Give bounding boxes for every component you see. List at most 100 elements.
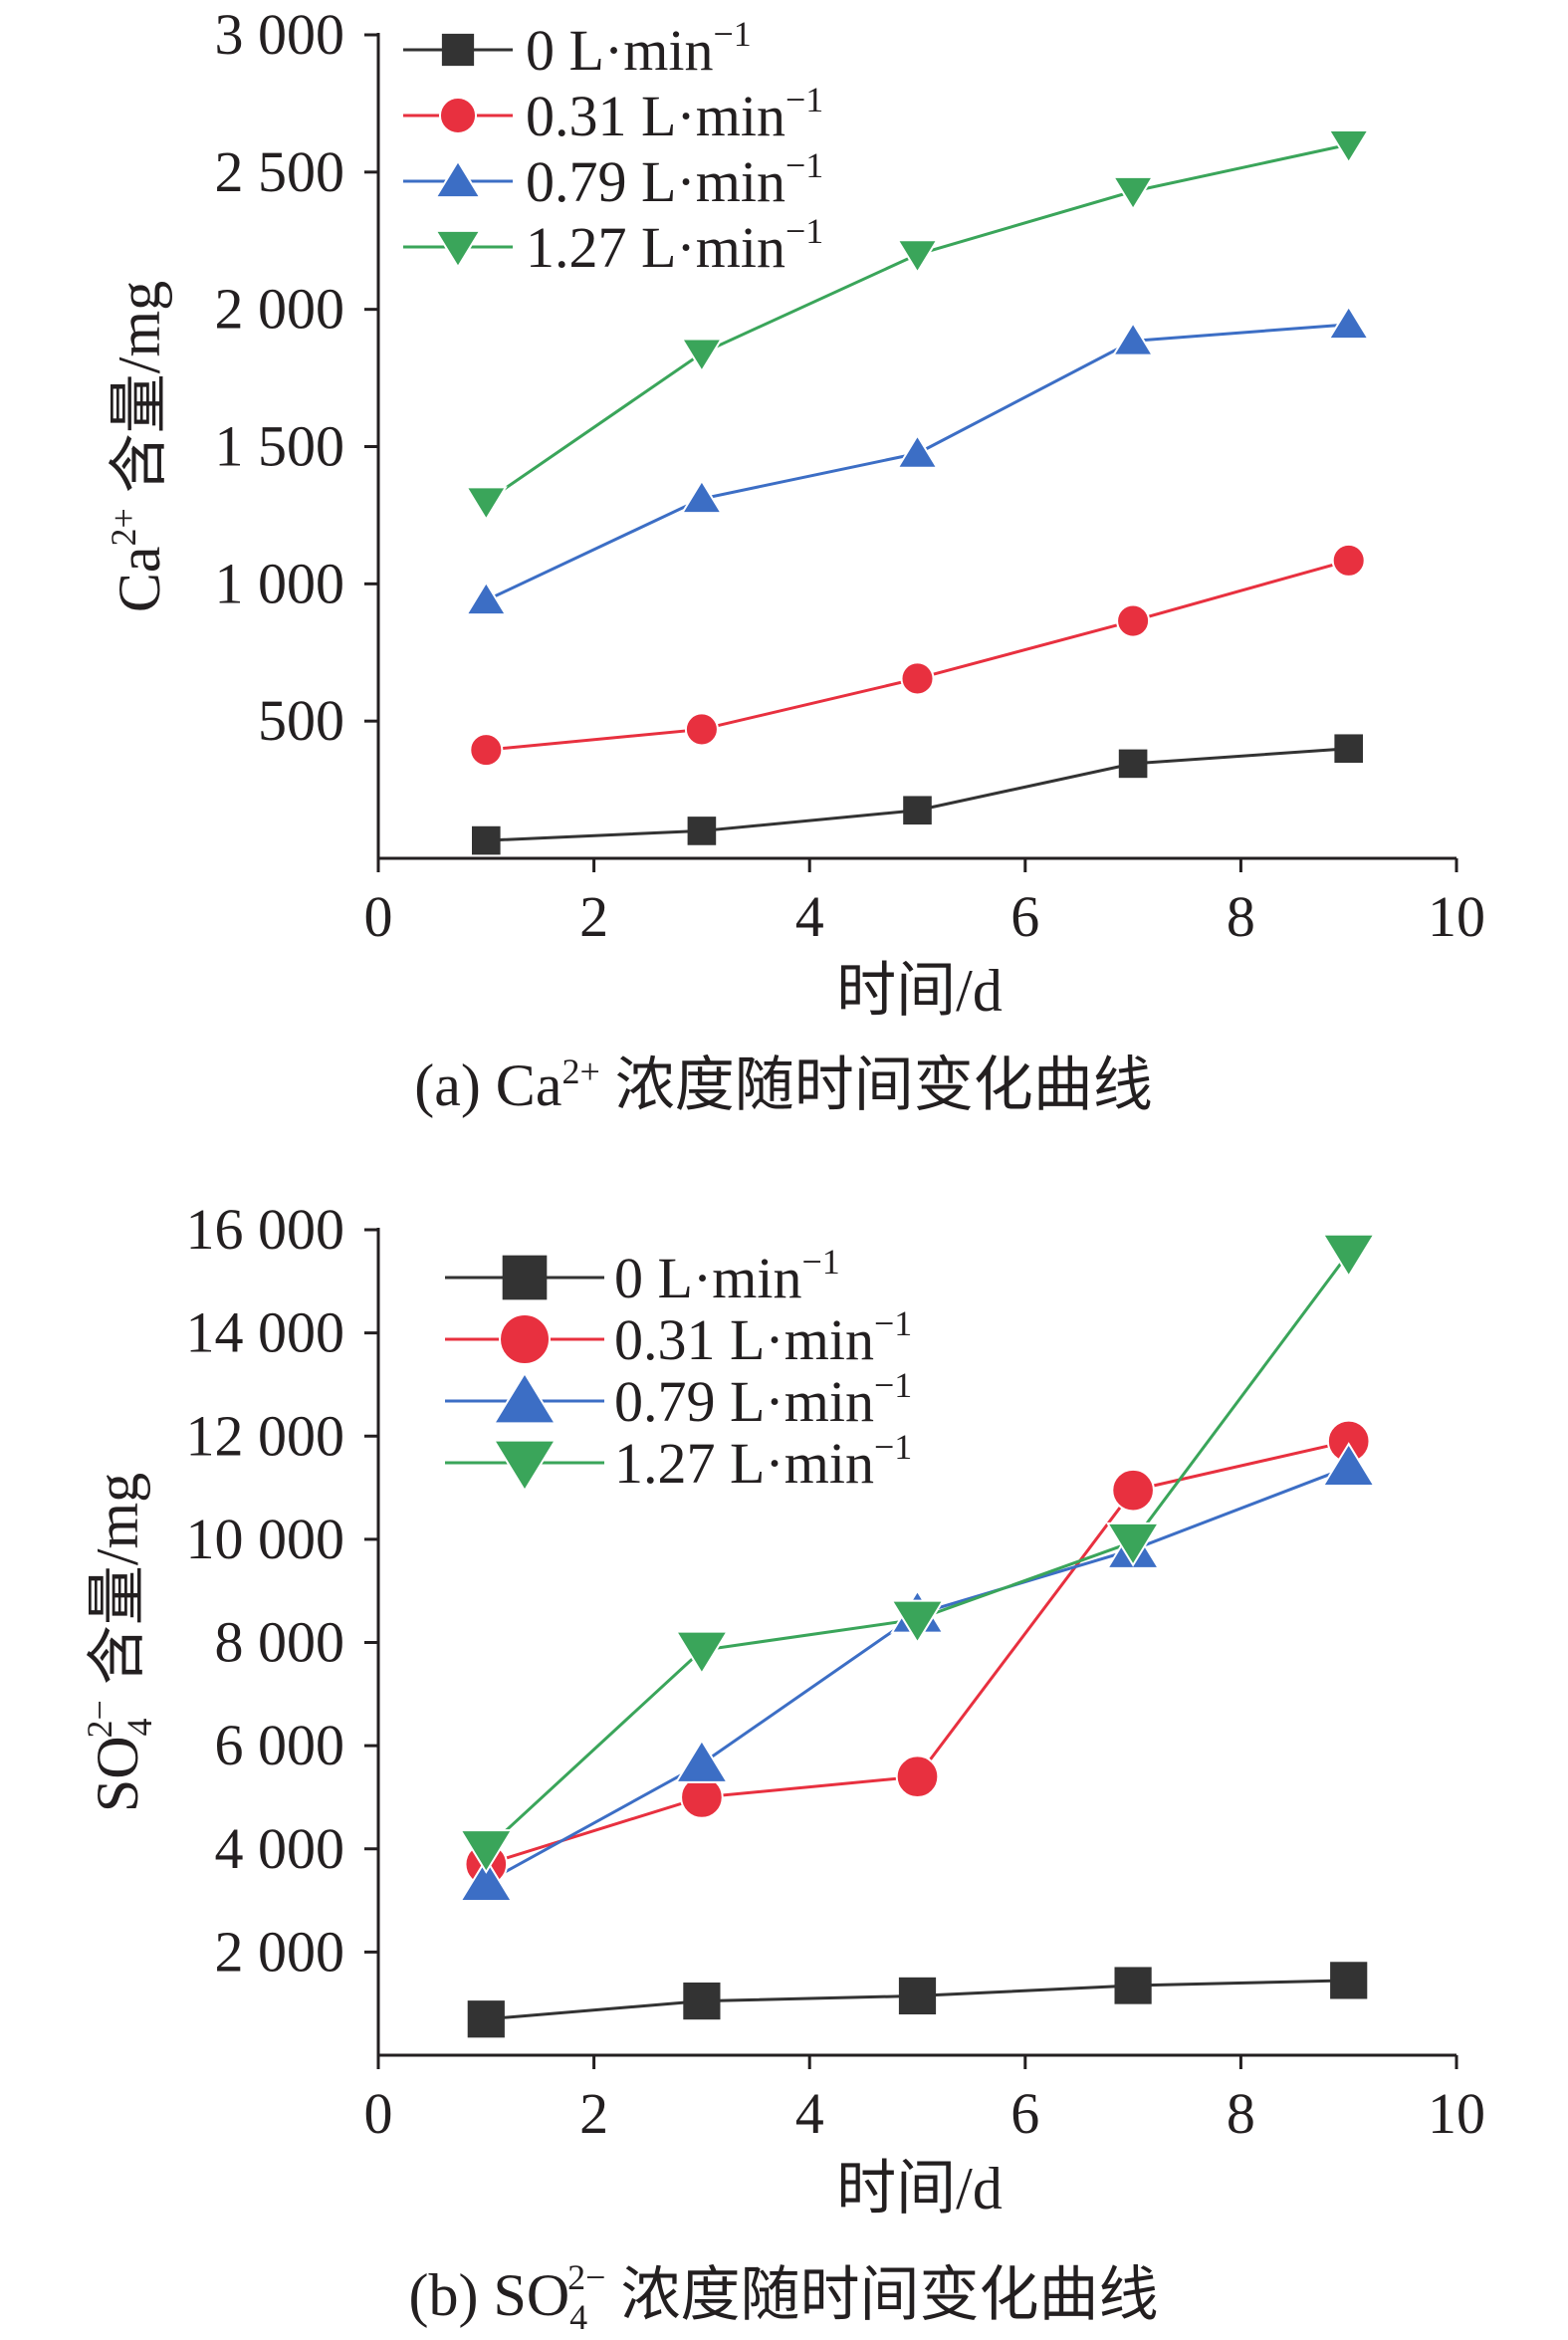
caption-sup: 2− [567, 2257, 605, 2297]
data-point [1327, 128, 1371, 165]
series-line-1 [485, 1439, 1350, 1866]
legend-label: 1.27 L·min−1 [614, 1427, 912, 1496]
y-axis-title-sub: 4 [119, 1718, 159, 1736]
y-tick-label: 4 000 [215, 1816, 345, 1881]
y-tick-label: 2 000 [215, 1919, 345, 1984]
x-tick-label: 6 [1010, 2081, 1039, 2146]
x-axis-title: 时间/d [836, 958, 1003, 1024]
data-point [900, 661, 935, 696]
data-point [1330, 1962, 1368, 1999]
caption-sup: 2+ [561, 1052, 599, 1091]
legend: 0 L·min−10.31 L·min−10.79 L·min−11.27 L·… [403, 14, 823, 280]
y-tick-label: 1 000 [215, 551, 345, 615]
legend-label-sup: −1 [874, 1427, 912, 1467]
y-axis-title: Ca2+ 含量/mg [104, 281, 172, 612]
x-tick-label: 10 [1428, 2081, 1485, 2146]
legend-label-text: 0.79 L·min [614, 1369, 874, 1434]
figure-caption: (a) Ca2+ 浓度随时间变化曲线 [414, 1052, 1153, 1118]
data-point [896, 239, 939, 275]
data-point [680, 338, 724, 373]
legend-marker [492, 1439, 558, 1493]
legend-label: 0 L·min−1 [526, 14, 752, 83]
y-axis-title-main: Ca [107, 547, 172, 613]
data-point [467, 2000, 505, 2038]
data-point [674, 1739, 730, 1783]
x-tick-label: 0 [364, 884, 393, 949]
x-tick-label: 8 [1227, 884, 1255, 949]
caption-suffix: 浓度随时间变化曲线 [600, 1053, 1153, 1118]
chart-panel-a: 0 2 4 6 8 10 500 1 000 1 500 2 000 2 500 3 000 时间/d C… [104, 2, 1485, 1118]
legend-label-sup: −1 [713, 14, 751, 54]
data-point [895, 1755, 940, 1799]
legend-marker [499, 1313, 551, 1365]
x-tick-label: 10 [1428, 884, 1485, 949]
data-point [898, 1977, 937, 2015]
y-axis-title-main: SO [85, 1736, 150, 1812]
legend-label-text: 0.31 L·min [614, 1307, 874, 1372]
series-line-2 [485, 1465, 1350, 1884]
y-tick-label: 10 000 [186, 1507, 345, 1571]
x-tick-label: 8 [1227, 2081, 1255, 2146]
data-point [458, 1829, 514, 1874]
x-tick-label: 4 [795, 884, 824, 949]
y-tick-label: 14 000 [186, 1300, 345, 1365]
data-point [674, 1630, 730, 1676]
legend-label: 0.31 L·min−1 [526, 80, 823, 148]
legend-label-sup: −1 [874, 1365, 912, 1405]
y-axis-title-suffix: 含量/mg [107, 281, 172, 508]
y-tick-label: 2 500 [215, 139, 345, 204]
legend-label-text: 1.27 L·min [614, 1431, 874, 1496]
legend-label-text: 0 L·min [614, 1246, 801, 1310]
data-point [1334, 734, 1363, 764]
data-point [1118, 749, 1148, 779]
x-tick-label: 2 [579, 884, 608, 949]
data-point [1321, 1233, 1377, 1279]
data-point [1111, 321, 1155, 356]
data-point [1116, 603, 1151, 638]
series-line-0 [486, 747, 1349, 842]
legend-label-text: 0.31 L·min [526, 84, 785, 148]
figure-caption: (b) SO42− 浓度随时间变化曲线 [409, 2257, 1159, 2337]
legend-label-text: 0 L·min [526, 18, 713, 83]
legend-marker [438, 96, 478, 135]
x-tick-label: 4 [795, 2081, 824, 2146]
y-tick-label: 1 500 [215, 414, 345, 479]
x-tick-label: 2 [579, 2081, 608, 2146]
legend-label-sup: −1 [785, 145, 823, 185]
y-tick-label: 12 000 [186, 1403, 345, 1468]
legend: 0 L·min−10.31 L·min−10.79 L·min−11.27 L·… [445, 1242, 912, 1496]
y-tick-label: 2 000 [215, 277, 345, 342]
legend-marker [492, 1371, 558, 1425]
chart-panel-b: 0 2 4 6 8 10 2 000 4 000 6 000 8 000 10 000 12 000 1… [80, 1197, 1485, 2337]
y-tick-label: 6 000 [215, 1713, 345, 1777]
caption-sub: 4 [569, 2297, 587, 2337]
legend-label: 0.79 L·min−1 [526, 145, 823, 214]
data-point [469, 733, 504, 768]
legend-label: 0.31 L·min−1 [614, 1303, 912, 1372]
y-tick-label: 16 000 [186, 1197, 345, 1262]
data-point [464, 486, 508, 522]
y-axis-title-sup: 2− [80, 1700, 119, 1738]
data-point [684, 712, 719, 747]
data-point [687, 817, 717, 845]
data-point [458, 1857, 514, 1903]
data-point [680, 479, 724, 515]
data-point [472, 825, 501, 855]
data-point [464, 581, 508, 616]
legend-marker [502, 1255, 548, 1300]
data-point [1105, 1521, 1161, 1567]
data-point [1111, 1468, 1155, 1513]
data-point [890, 1599, 945, 1645]
y-tick-label: 500 [258, 688, 344, 753]
data-point [1327, 305, 1371, 341]
x-axis-title: 时间/d [836, 2156, 1003, 2222]
caption-suffix: 浓度随时间变化曲线 [605, 2262, 1158, 2328]
data-point [903, 796, 932, 825]
y-axis-title-sup: 2+ [104, 508, 143, 546]
caption-prefix: (b) SO [409, 2262, 570, 2328]
data-point [896, 433, 939, 469]
series-line-1 [486, 559, 1350, 752]
legend-label-text: 1.27 L·min [526, 215, 785, 280]
legend-label: 0.79 L·min−1 [614, 1365, 912, 1434]
